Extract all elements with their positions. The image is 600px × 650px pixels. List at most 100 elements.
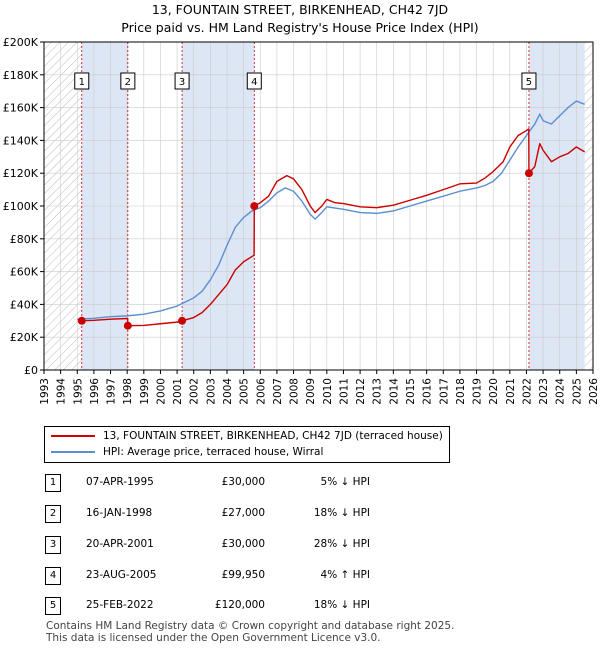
property-price-line <box>81 128 586 327</box>
y-tick-label: £160K <box>3 102 39 115</box>
y-tick-label: £140K <box>3 134 39 147</box>
legend-hpi: HPI: Average price, terraced house, Wirr… <box>51 446 323 462</box>
x-tick-label: 1994 <box>56 378 68 405</box>
sale-marker-label: 2 <box>125 77 131 88</box>
sale-number-badge: 1 <box>45 474 61 492</box>
x-tick-label: 2018 <box>455 378 467 405</box>
sale-point <box>250 202 259 211</box>
sale-price: £120,000 <box>214 599 265 611</box>
sale-point <box>77 316 86 325</box>
x-tick-label: 2022 <box>521 378 533 405</box>
x-tick-label: 2014 <box>388 378 400 405</box>
sale-number-badge: 2 <box>45 505 61 523</box>
table-row: 3 20-APR-2001 £30,000 28% ↓ HPI <box>0 536 600 556</box>
sale-point <box>123 321 132 330</box>
y-tick-label: £40K <box>10 298 39 311</box>
table-row: 2 16-JAN-1998 £27,000 18% ↓ HPI <box>0 505 600 525</box>
sale-marker-box <box>74 72 90 90</box>
legend-property: 13, FOUNTAIN STREET, BIRKENHEAD, CH42 7J… <box>51 430 443 446</box>
sale-marker-label: 1 <box>79 77 85 88</box>
sale-marker-box <box>120 72 136 90</box>
sale-marker-label: 5 <box>526 77 532 88</box>
sale-price: £30,000 <box>221 538 265 550</box>
sale-number-badge: 4 <box>45 567 61 585</box>
chart-title: 13, FOUNTAIN STREET, BIRKENHEAD, CH42 7J… <box>151 2 449 17</box>
x-tick-label: 2005 <box>239 378 251 405</box>
y-tick-label: £200K <box>3 36 39 49</box>
sale-marker-box <box>246 72 262 90</box>
x-tick-label: 2003 <box>205 378 217 405</box>
x-tick-label: 1993 <box>39 378 51 405</box>
x-tick-label: 2008 <box>289 378 301 405</box>
sale-price: £30,000 <box>221 476 265 488</box>
price-chart: 1 2 3 4 5 1993 1994 1995 1996 1997 1998 1999 2000 20… <box>3 36 600 405</box>
x-tick-label: 2006 <box>255 378 267 405</box>
table-row: 4 23-AUG-2005 £99,950 4% ↑ HPI <box>0 567 600 587</box>
x-tick-label: 2016 <box>422 378 434 405</box>
sale-number-badge: 3 <box>45 536 61 554</box>
sale-point <box>178 316 187 325</box>
x-tick-label: 2000 <box>155 378 167 405</box>
x-tick-label: 2004 <box>222 378 234 405</box>
y-tick-label: £180K <box>3 69 39 82</box>
x-tick-label: 2025 <box>571 378 583 405</box>
hpi-line <box>77 100 585 320</box>
legend-hpi-label: HPI: Average price, terraced house, Wirr… <box>103 446 324 458</box>
x-tick-label: 2017 <box>438 378 450 405</box>
x-tick-label: 2020 <box>488 378 500 405</box>
y-tick-label: £100K <box>3 200 39 213</box>
y-tick-label: £120K <box>3 167 39 180</box>
x-tick-label: 2019 <box>472 378 484 405</box>
legend-property-swatch <box>51 435 95 437</box>
x-tick-label: 2010 <box>322 378 334 405</box>
legend-property-label: 13, FOUNTAIN STREET, BIRKENHEAD, CH42 7J… <box>103 430 443 442</box>
y-tick-label: £0 <box>24 364 38 377</box>
sale-marker-label: 3 <box>179 77 185 88</box>
chart-subtitle: Price paid vs. HM Land Registry's House … <box>121 20 479 35</box>
sale-hpi-diff: 18% ↓ HPI <box>313 507 370 519</box>
sale-point <box>524 169 533 178</box>
x-tick-label: 1997 <box>106 378 118 405</box>
y-tick-label: £20K <box>10 331 39 344</box>
sale-date: 23-AUG-2005 <box>86 569 157 581</box>
x-tick-label: 2023 <box>538 378 550 405</box>
sale-date: 16-JAN-1998 <box>86 507 153 519</box>
x-tick-label: 2011 <box>338 378 350 405</box>
sale-date: 25-FEB-2022 <box>86 599 154 611</box>
sale-marker-label: 4 <box>251 77 257 88</box>
chart-legend: 13, FOUNTAIN STREET, BIRKENHEAD, CH42 7J… <box>44 426 450 463</box>
plot-frame <box>43 41 594 371</box>
x-tick-label: 2001 <box>172 378 184 405</box>
x-tick-label: 1996 <box>89 378 101 405</box>
sale-number-badge: 5 <box>45 597 61 615</box>
y-tick-label: £60K <box>10 266 39 279</box>
x-tick-label: 1995 <box>72 378 84 405</box>
sale-hpi-diff: 28% ↓ HPI <box>313 538 370 550</box>
sale-date: 20-APR-2001 <box>86 538 154 550</box>
sale-date: 07-APR-1995 <box>86 476 154 488</box>
x-tick-label: 2002 <box>189 378 201 405</box>
x-tick-label: 2009 <box>305 378 317 405</box>
x-tick-label: 2015 <box>405 378 417 405</box>
x-tick-label: 2024 <box>555 378 567 405</box>
x-tick-label: 1999 <box>139 378 151 405</box>
x-tick-label: 1998 <box>122 378 134 405</box>
x-tick-label: 2012 <box>355 378 367 405</box>
table-row: 1 07-APR-1995 £30,000 5% ↓ HPI <box>0 474 600 494</box>
sale-marker-box <box>174 72 190 90</box>
footer-copyright: Contains HM Land Registry data © Crown c… <box>46 620 455 632</box>
table-row: 5 25-FEB-2022 £120,000 18% ↓ HPI <box>0 597 600 617</box>
legend-hpi-swatch <box>51 451 95 453</box>
x-tick-label: 2021 <box>505 378 517 405</box>
sale-price: £27,000 <box>221 507 265 519</box>
sale-marker-box <box>521 72 537 90</box>
x-tick-label: 2026 <box>588 378 600 405</box>
sale-hpi-diff: 18% ↓ HPI <box>313 599 370 611</box>
y-tick-label: £80K <box>10 233 39 246</box>
sale-hpi-diff: 5% ↓ HPI <box>320 476 370 488</box>
x-tick-label: 2013 <box>372 378 384 405</box>
sale-hpi-diff: 4% ↑ HPI <box>320 569 370 581</box>
sale-price: £99,950 <box>221 569 265 581</box>
footer-licence: This data is licensed under the Open Gov… <box>46 632 381 644</box>
x-tick-label: 2007 <box>272 378 284 405</box>
